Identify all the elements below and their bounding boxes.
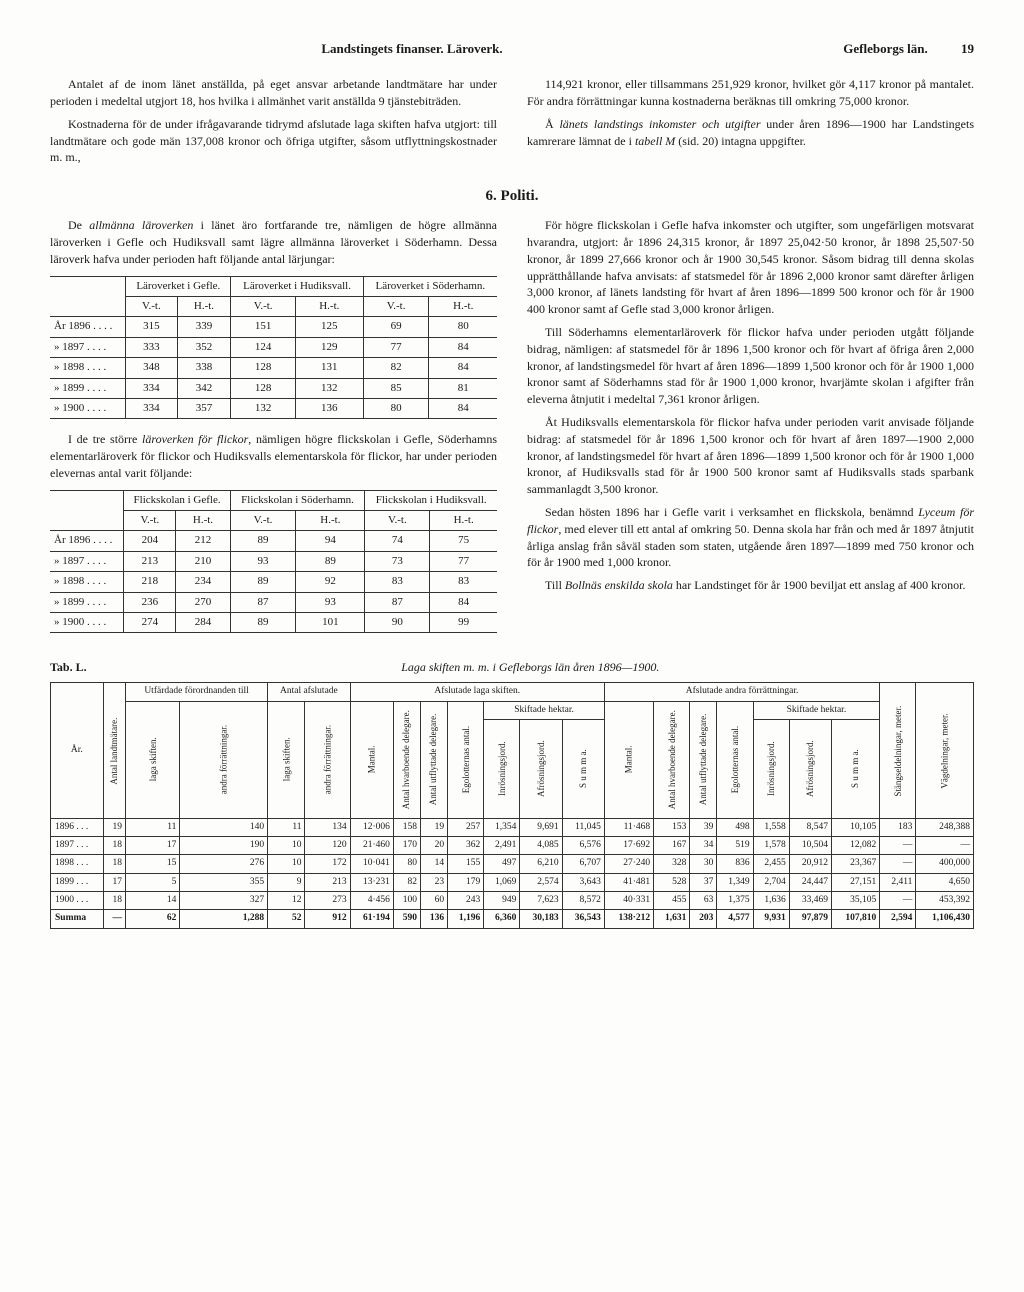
section-title: 6. Politi. [50, 186, 974, 207]
table-row: » 1898 . . . .3483381281318284 [50, 358, 497, 378]
intro-left: Antalet af de inom länet anställda, på e… [50, 76, 497, 172]
table-row: » 1900 . . . .274284891019099 [50, 613, 497, 633]
intro-left-p1: Antalet af de inom länet anställda, på e… [50, 76, 497, 110]
intro-right: 114,921 kronor, eller tillsammans 251,92… [527, 76, 974, 172]
s6-right-p1: För högre flickskolan i Gefle hafva inko… [527, 217, 974, 318]
s6-left-p2: I de tre större läroverken för flickor, … [50, 431, 497, 481]
table-row: År 1896 . . . .20421289947475 [50, 531, 497, 551]
page-header: Landstingets finanser. Läroverk. Geflebo… [50, 40, 974, 58]
header-right: Gefleborgs län. 19 [774, 40, 974, 58]
section6-columns: De allmänna läroverken i länet äro fortf… [50, 217, 974, 645]
intro-columns: Antalet af de inom länet anställda, på e… [50, 76, 974, 172]
table-row: Summa—621,2885291261·1945901361,1966,360… [51, 910, 974, 928]
section6-right: För högre flickskolan i Gefle hafva inko… [527, 217, 974, 645]
table-row: 1898 . . .18152761017210·04180141554976,… [51, 855, 974, 873]
s6-left-p1: De allmänna läroverken i länet äro fortf… [50, 217, 497, 267]
page-number: 19 [961, 40, 974, 58]
s6-right-p2: Till Söderhamns elementarläroverk för fl… [527, 324, 974, 408]
tab-l-heading: Tab. L. Laga skiften m. m. i Gefleborgs … [50, 659, 974, 676]
s6-right-p3: Åt Hudiksvalls elementarskola för flicko… [527, 414, 974, 498]
table-row: » 1897 . . . .3333521241297784 [50, 337, 497, 357]
table-row: » 1899 . . . .23627087938784 [50, 592, 497, 612]
table-row: År 1896 . . . .3153391511256980 [50, 317, 497, 337]
tab-l-label: Tab. L. [50, 659, 87, 676]
table-row: 1896 . . .19111401113412·006158192571,35… [51, 818, 974, 836]
table-row: 1900 . . .1814327122734·456100602439497,… [51, 892, 974, 910]
table-row: » 1899 . . . .3343421281328581 [50, 378, 497, 398]
table-row: » 1898 . . . .21823489928383 [50, 572, 497, 592]
table-row: » 1897 . . . .21321093897377 [50, 551, 497, 571]
intro-right-p2: Å länets landstings inkomster och utgift… [527, 116, 974, 150]
table-flickskolor: Flickskolan i Gefle. Flickskolan i Söder… [50, 490, 497, 634]
intro-right-p1: 114,921 kronor, eller tillsammans 251,92… [527, 76, 974, 110]
table-row: 1899 . . .175355921313·23182231791,0692,… [51, 873, 974, 891]
table-laroverk: Läroverket i Gefle. Läroverket i Hudiksv… [50, 276, 497, 420]
header-center: Landstingets finanser. Läroverk. [50, 40, 774, 58]
tab-l-title: Laga skiften m. m. i Gefleborgs län åren… [50, 659, 974, 676]
s6-right-p4: Sedan hösten 1896 har i Gefle varit i ve… [527, 504, 974, 571]
s6-right-p5: Till Bollnäs enskilda skola har Landstin… [527, 577, 974, 594]
table-row: 1897 . . .18171901012021·460170203622,49… [51, 837, 974, 855]
section6-left: De allmänna läroverken i länet äro fortf… [50, 217, 497, 645]
intro-left-p2: Kostnaderna för de under ifrågavarande t… [50, 116, 497, 166]
table-l: År. Antal landtmätare. Utfärdade förordn… [50, 682, 974, 928]
table-row: » 1900 . . . .3343571321368084 [50, 398, 497, 418]
